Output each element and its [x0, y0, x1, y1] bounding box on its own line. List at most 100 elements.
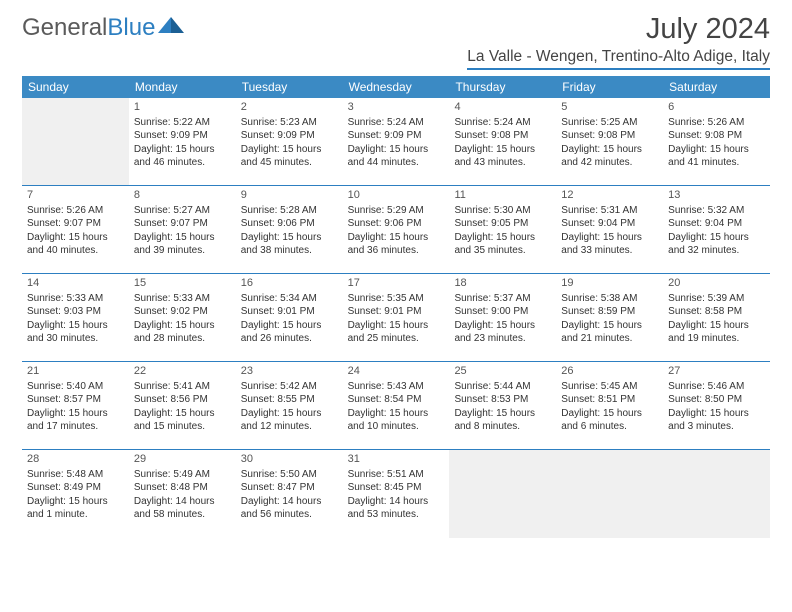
- daylight-label-1: Daylight: 15 hours: [454, 231, 551, 245]
- daylight-label-2: and 38 minutes.: [241, 244, 338, 258]
- daylight-label-1: Daylight: 15 hours: [241, 407, 338, 421]
- daylight-label-1: Daylight: 15 hours: [134, 231, 231, 245]
- sunrise-label: Sunrise: 5:30 AM: [454, 204, 551, 218]
- calendar-day: 23Sunrise: 5:42 AMSunset: 8:55 PMDayligh…: [236, 362, 343, 449]
- calendar-week-row: 14Sunrise: 5:33 AMSunset: 9:03 PMDayligh…: [22, 274, 770, 362]
- sunset-label: Sunset: 8:59 PM: [561, 305, 658, 319]
- daylight-label-1: Daylight: 15 hours: [348, 407, 445, 421]
- sunrise-label: Sunrise: 5:32 AM: [668, 204, 765, 218]
- sunset-label: Sunset: 8:58 PM: [668, 305, 765, 319]
- daylight-label-2: and 10 minutes.: [348, 420, 445, 434]
- day-number: 4: [454, 100, 551, 115]
- weekday-header-row: SundayMondayTuesdayWednesdayThursdayFrid…: [22, 76, 770, 98]
- calendar-body: 1Sunrise: 5:22 AMSunset: 9:09 PMDaylight…: [22, 98, 770, 538]
- calendar-day-empty: [663, 450, 770, 538]
- weekday-header: Monday: [129, 76, 236, 98]
- daylight-label-2: and 58 minutes.: [134, 508, 231, 522]
- sunrise-label: Sunrise: 5:24 AM: [348, 116, 445, 130]
- daylight-label-1: Daylight: 15 hours: [454, 143, 551, 157]
- calendar-day: 20Sunrise: 5:39 AMSunset: 8:58 PMDayligh…: [663, 274, 770, 361]
- calendar-day: 15Sunrise: 5:33 AMSunset: 9:02 PMDayligh…: [129, 274, 236, 361]
- daylight-label-2: and 44 minutes.: [348, 156, 445, 170]
- sunrise-label: Sunrise: 5:27 AM: [134, 204, 231, 218]
- daylight-label-1: Daylight: 15 hours: [134, 143, 231, 157]
- calendar-day-empty: [22, 98, 129, 185]
- daylight-label-2: and 21 minutes.: [561, 332, 658, 346]
- calendar-day: 25Sunrise: 5:44 AMSunset: 8:53 PMDayligh…: [449, 362, 556, 449]
- sunrise-label: Sunrise: 5:33 AM: [134, 292, 231, 306]
- daylight-label-1: Daylight: 15 hours: [348, 143, 445, 157]
- sunset-label: Sunset: 9:04 PM: [561, 217, 658, 231]
- calendar-day: 31Sunrise: 5:51 AMSunset: 8:45 PMDayligh…: [343, 450, 450, 538]
- calendar-day: 13Sunrise: 5:32 AMSunset: 9:04 PMDayligh…: [663, 186, 770, 273]
- daylight-label-1: Daylight: 15 hours: [348, 319, 445, 333]
- sunset-label: Sunset: 8:54 PM: [348, 393, 445, 407]
- sunrise-label: Sunrise: 5:28 AM: [241, 204, 338, 218]
- day-number: 26: [561, 364, 658, 379]
- calendar-day: 6Sunrise: 5:26 AMSunset: 9:08 PMDaylight…: [663, 98, 770, 185]
- daylight-label-2: and 39 minutes.: [134, 244, 231, 258]
- calendar-day: 11Sunrise: 5:30 AMSunset: 9:05 PMDayligh…: [449, 186, 556, 273]
- day-number: 9: [241, 188, 338, 203]
- sunset-label: Sunset: 9:06 PM: [241, 217, 338, 231]
- sunrise-label: Sunrise: 5:29 AM: [348, 204, 445, 218]
- daylight-label-2: and 33 minutes.: [561, 244, 658, 258]
- daylight-label-1: Daylight: 15 hours: [454, 319, 551, 333]
- daylight-label-1: Daylight: 14 hours: [241, 495, 338, 509]
- calendar-week-row: 7Sunrise: 5:26 AMSunset: 9:07 PMDaylight…: [22, 186, 770, 274]
- daylight-label-2: and 41 minutes.: [668, 156, 765, 170]
- day-number: 18: [454, 276, 551, 291]
- calendar-day: 14Sunrise: 5:33 AMSunset: 9:03 PMDayligh…: [22, 274, 129, 361]
- calendar-day-empty: [449, 450, 556, 538]
- daylight-label-1: Daylight: 15 hours: [27, 319, 124, 333]
- daylight-label-2: and 45 minutes.: [241, 156, 338, 170]
- daylight-label-2: and 1 minute.: [27, 508, 124, 522]
- daylight-label-2: and 8 minutes.: [454, 420, 551, 434]
- sunset-label: Sunset: 9:07 PM: [27, 217, 124, 231]
- calendar-day-empty: [556, 450, 663, 538]
- calendar-day: 17Sunrise: 5:35 AMSunset: 9:01 PMDayligh…: [343, 274, 450, 361]
- calendar-day: 21Sunrise: 5:40 AMSunset: 8:57 PMDayligh…: [22, 362, 129, 449]
- weekday-header: Wednesday: [343, 76, 450, 98]
- daylight-label-1: Daylight: 15 hours: [241, 319, 338, 333]
- daylight-label-2: and 53 minutes.: [348, 508, 445, 522]
- day-number: 24: [348, 364, 445, 379]
- daylight-label-1: Daylight: 15 hours: [561, 407, 658, 421]
- sunrise-label: Sunrise: 5:31 AM: [561, 204, 658, 218]
- sunrise-label: Sunrise: 5:24 AM: [454, 116, 551, 130]
- daylight-label-1: Daylight: 15 hours: [561, 231, 658, 245]
- sunrise-label: Sunrise: 5:22 AM: [134, 116, 231, 130]
- sunrise-label: Sunrise: 5:43 AM: [348, 380, 445, 394]
- sunset-label: Sunset: 8:45 PM: [348, 481, 445, 495]
- day-number: 1: [134, 100, 231, 115]
- day-number: 20: [668, 276, 765, 291]
- sunrise-label: Sunrise: 5:35 AM: [348, 292, 445, 306]
- calendar: SundayMondayTuesdayWednesdayThursdayFrid…: [22, 76, 770, 538]
- weekday-header: Saturday: [663, 76, 770, 98]
- daylight-label-1: Daylight: 15 hours: [134, 319, 231, 333]
- sunset-label: Sunset: 8:47 PM: [241, 481, 338, 495]
- calendar-day: 30Sunrise: 5:50 AMSunset: 8:47 PMDayligh…: [236, 450, 343, 538]
- sunrise-label: Sunrise: 5:38 AM: [561, 292, 658, 306]
- calendar-day: 24Sunrise: 5:43 AMSunset: 8:54 PMDayligh…: [343, 362, 450, 449]
- sunset-label: Sunset: 9:09 PM: [134, 129, 231, 143]
- brand-logo: GeneralBlue: [22, 14, 186, 42]
- sunrise-label: Sunrise: 5:50 AM: [241, 468, 338, 482]
- sunrise-label: Sunrise: 5:23 AM: [241, 116, 338, 130]
- sunset-label: Sunset: 8:48 PM: [134, 481, 231, 495]
- calendar-day: 9Sunrise: 5:28 AMSunset: 9:06 PMDaylight…: [236, 186, 343, 273]
- day-number: 23: [241, 364, 338, 379]
- weekday-header: Tuesday: [236, 76, 343, 98]
- sunset-label: Sunset: 8:53 PM: [454, 393, 551, 407]
- daylight-label-2: and 40 minutes.: [27, 244, 124, 258]
- day-number: 6: [668, 100, 765, 115]
- day-number: 30: [241, 452, 338, 467]
- daylight-label-2: and 6 minutes.: [561, 420, 658, 434]
- daylight-label-1: Daylight: 15 hours: [241, 231, 338, 245]
- sunset-label: Sunset: 8:56 PM: [134, 393, 231, 407]
- sunset-label: Sunset: 8:51 PM: [561, 393, 658, 407]
- weekday-header: Friday: [556, 76, 663, 98]
- calendar-day: 22Sunrise: 5:41 AMSunset: 8:56 PMDayligh…: [129, 362, 236, 449]
- daylight-label-1: Daylight: 15 hours: [348, 231, 445, 245]
- calendar-day: 12Sunrise: 5:31 AMSunset: 9:04 PMDayligh…: [556, 186, 663, 273]
